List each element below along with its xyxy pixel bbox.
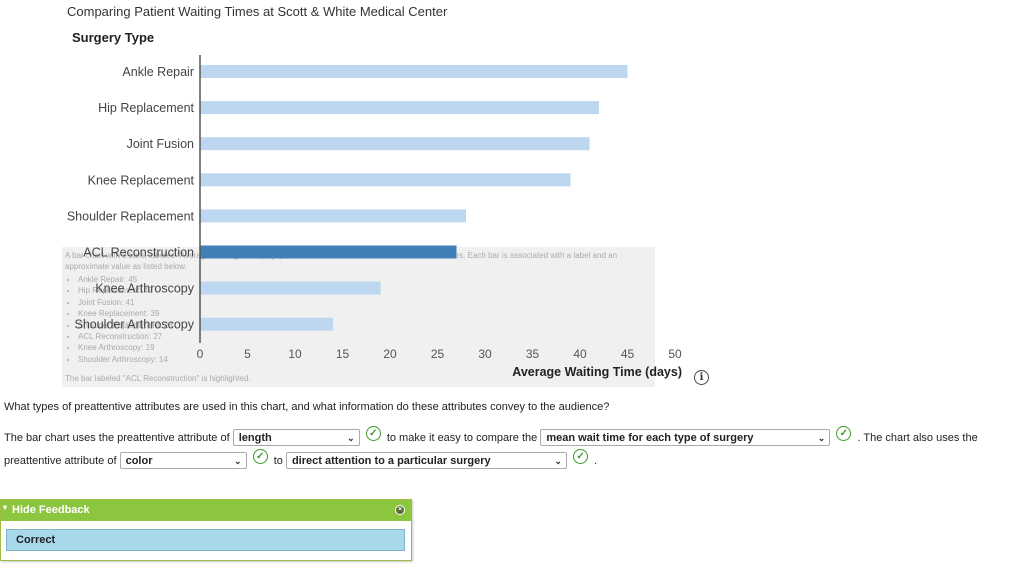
category-label: Shoulder Arthroscopy (74, 318, 194, 332)
alt-text-item: Joint Fusion: 41 (78, 297, 173, 308)
x-tick-label: 45 (621, 347, 635, 361)
answer-text: The bar chart uses the preattentive attr… (4, 431, 230, 444)
answer-line-1: The bar chart uses the preattentive attr… (4, 426, 978, 446)
alt-text-item: Ankle Repair: 45 (78, 274, 173, 285)
bar (200, 137, 590, 151)
x-tick-label: 20 (383, 347, 397, 361)
x-tick-label: 15 (336, 347, 350, 361)
answer-text: . The chart also uses the (857, 431, 978, 444)
category-label: Shoulder Replacement (67, 209, 195, 223)
alt-text-footer: The bar labeled "ACL Reconstruction" is … (65, 374, 251, 383)
alt-text-item: Knee Arthroscopy: 19 (78, 342, 173, 353)
question-text: What types of preattentive attributes ar… (4, 401, 610, 413)
answer-text: to make it easy to compare the (386, 431, 538, 444)
category-label: Knee Replacement (88, 173, 195, 187)
category-label: Joint Fusion (127, 137, 194, 151)
chevron-down-icon: ⌄ (347, 433, 355, 443)
y-axis-title: Surgery Type (72, 30, 154, 45)
category-label: Ankle Repair (122, 65, 194, 79)
chevron-down-icon: ⌄ (817, 433, 826, 443)
check-icon: ✓ (252, 449, 268, 464)
category-label: ACL Reconstruction (83, 246, 194, 260)
information-dropdown-2[interactable]: direct attention to a particular surgery… (285, 452, 567, 469)
answer-line-2: preattentive attribute of color ⌄ ✓ to di… (4, 449, 598, 469)
x-tick-label: 25 (431, 347, 445, 361)
alt-text-item: Knee Replacement: 39 (78, 308, 173, 319)
alt-text-item: Hip Replacement: 42 (78, 285, 173, 296)
information-dropdown-1[interactable]: mean wait time for each type of surgery ⌄ (540, 429, 831, 446)
attribute-dropdown-1[interactable]: length ⌄ (232, 429, 360, 446)
alt-text-item: ACL Reconstruction: 27 (78, 331, 173, 342)
dropdown-value: color (125, 455, 153, 467)
chart-title: Comparing Patient Waiting Times at Scott… (67, 4, 448, 19)
dropdown-value: direct attention to a particular surgery (291, 455, 491, 467)
check-icon: ✓ (365, 426, 381, 441)
chevron-down-icon: ⌄ (554, 456, 562, 466)
feedback-toggle-label: Hide Feedback (12, 504, 90, 516)
bar (200, 317, 333, 331)
feedback-result: Correct (6, 529, 405, 551)
x-tick-label: 30 (478, 347, 492, 361)
bar (200, 173, 571, 187)
bar (200, 101, 599, 115)
feedback-panel: ▾ Hide Feedback × Correct (0, 499, 412, 561)
check-icon: ✓ (573, 449, 589, 464)
answer-text: to (273, 454, 283, 467)
answer-text: preattentive attribute of (4, 454, 117, 467)
bar (200, 245, 457, 259)
dropdown-value: length (238, 432, 272, 444)
x-tick-label: 10 (288, 347, 302, 361)
close-icon[interactable]: × (395, 505, 405, 515)
triangle-down-icon: ▾ (3, 503, 8, 512)
chevron-down-icon: ⌄ (234, 456, 242, 466)
bar-chart: Surgery Type Ankle Repair Hip Replacement J… (67, 30, 682, 379)
check-icon: ✓ (836, 426, 852, 441)
chart-alt-text-panel: A bar chart with 8 bars, labeled "Averag… (62, 247, 655, 387)
answer-text: . (594, 454, 598, 467)
bar (200, 209, 466, 223)
category-label: Knee Arthroscopy (95, 282, 194, 296)
bar (200, 65, 628, 78)
bar (200, 281, 381, 295)
info-icon[interactable]: i (694, 370, 709, 385)
alt-text-item: Shoulder Arthroscopy: 14 (78, 354, 173, 365)
category-label: Hip Replacement (98, 101, 194, 115)
attribute-dropdown-2[interactable]: color ⌄ (119, 452, 247, 469)
x-axis-title: Average Waiting Time (days) (512, 365, 682, 379)
alt-text-list: Ankle Repair: 45 Hip Replacement: 42 Joi… (65, 274, 173, 365)
feedback-toggle[interactable]: ▾ Hide Feedback × (1, 500, 411, 521)
x-tick-label: 40 (573, 347, 587, 361)
x-tick-label: 0 (197, 347, 204, 361)
x-tick-label: 5 (244, 347, 251, 361)
x-tick-label: 50 (668, 347, 682, 361)
x-tick-label: 35 (526, 347, 540, 361)
dropdown-value: mean wait time for each type of surgery (546, 432, 754, 444)
alt-text-item: Shoulder Replacement: 28 (78, 320, 173, 331)
